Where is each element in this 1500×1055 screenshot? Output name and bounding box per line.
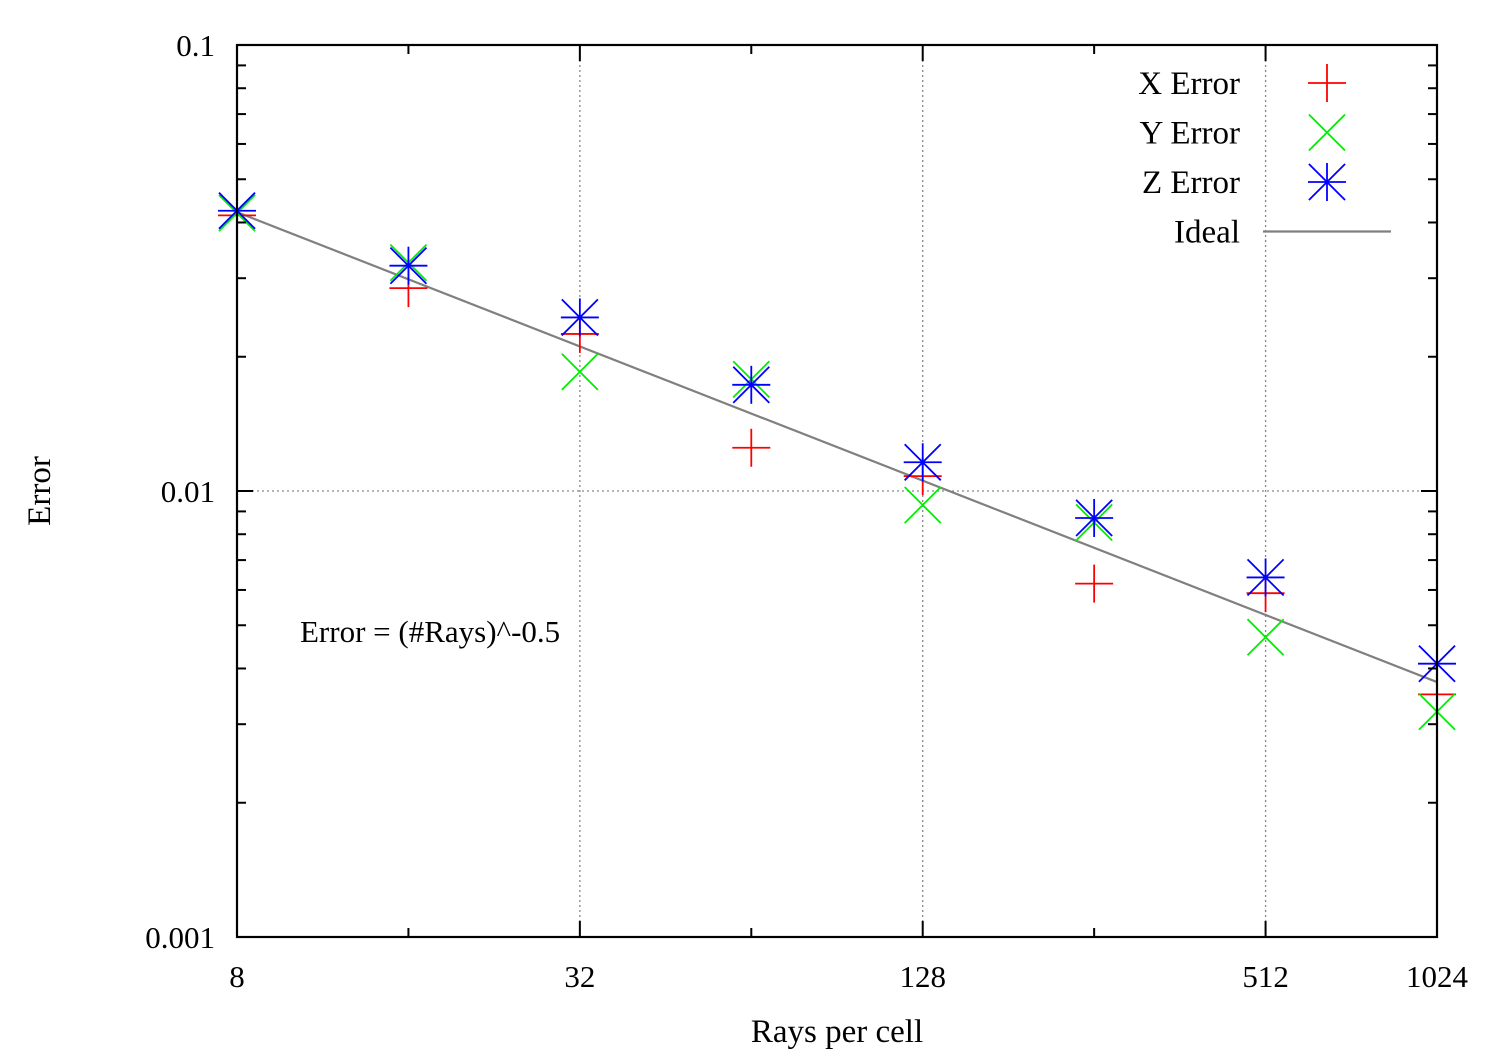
legend-label-z-error: Z Error bbox=[1142, 165, 1240, 201]
z-error-point bbox=[560, 298, 599, 337]
x-error-point bbox=[732, 428, 771, 467]
grid-layer bbox=[237, 45, 1437, 937]
z-error-point bbox=[903, 443, 942, 482]
z-error-point-stroke bbox=[732, 366, 770, 404]
legend-label-ideal: Ideal bbox=[1174, 215, 1240, 251]
y-tick-label: 0.001 bbox=[145, 920, 215, 955]
z-error-point-stroke bbox=[904, 443, 942, 481]
x-tick-label: 1024 bbox=[1406, 959, 1469, 994]
ideal-line bbox=[236, 211, 1438, 684]
y-tick-label: 0.1 bbox=[176, 28, 215, 63]
x-tick-label: 512 bbox=[1242, 959, 1289, 994]
ideal-line-layer bbox=[236, 211, 1438, 684]
x-error-point bbox=[1075, 564, 1114, 603]
tick-labels-layer: 8 32 128 512 1024 0.001 0.01 0.1 bbox=[145, 28, 1468, 994]
marks-layer bbox=[218, 191, 1456, 731]
x-tick-label: 8 bbox=[229, 959, 245, 994]
y-tick-label: 0.01 bbox=[161, 474, 215, 509]
z-error-point bbox=[1075, 498, 1114, 537]
y-error-point-stroke bbox=[904, 486, 942, 524]
z-error-point bbox=[1246, 558, 1285, 597]
z-error-point-stroke bbox=[1075, 499, 1113, 537]
x-axis-label: Rays per cell bbox=[751, 1014, 923, 1050]
y-error-point bbox=[1246, 618, 1285, 656]
legend-label-y-error: Y Error bbox=[1140, 116, 1240, 152]
z-error-point bbox=[732, 365, 771, 404]
legend-swatch-z-error bbox=[1308, 163, 1346, 201]
z-error-point-stroke bbox=[1246, 558, 1285, 597]
y-error-point-stroke bbox=[1246, 618, 1285, 656]
legend-swatch-z-error-stroke bbox=[1308, 163, 1346, 201]
y-error-point-stroke bbox=[561, 353, 599, 391]
x-tick-label: 128 bbox=[899, 959, 946, 994]
z-error-point-stroke bbox=[561, 298, 599, 337]
y-error-point bbox=[904, 486, 942, 524]
z-error-point bbox=[389, 246, 428, 285]
y-axis-label: Error bbox=[22, 456, 58, 526]
z-error-point-stroke bbox=[389, 247, 428, 285]
legend-label-x-error: X Error bbox=[1138, 66, 1240, 102]
legend-swatch-y-error-stroke bbox=[1308, 113, 1346, 152]
legend: X Error Y Error Z Error Ideal bbox=[1138, 64, 1391, 251]
ticks-layer bbox=[236, 44, 1438, 938]
formula-annotation: Error = (#Rays)^-0.5 bbox=[300, 614, 560, 649]
legend-swatch-x-error bbox=[1308, 64, 1346, 102]
legend-swatch-y-error bbox=[1308, 113, 1346, 152]
y-error-point bbox=[561, 353, 599, 391]
x-tick-label: 32 bbox=[564, 959, 595, 994]
